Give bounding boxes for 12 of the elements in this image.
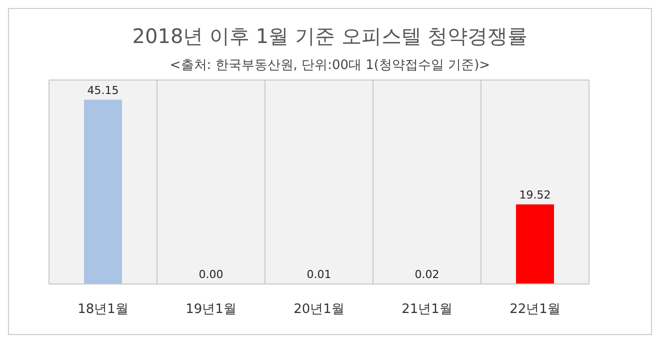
data-label: 45.15	[87, 84, 119, 97]
data-label: 19.52	[519, 188, 551, 202]
chart-subtitle: <출처: 한국부동산원, 단위:00대 1(청약접수일 기준)>	[168, 57, 492, 74]
data-label: 0.02	[414, 268, 440, 281]
x-tick-label: 22년1월	[510, 302, 560, 318]
chart-title: 2018년 이후 1월 기준 오피스텔 청약경쟁률	[131, 23, 529, 50]
x-tick-label: 19년1월	[186, 302, 236, 318]
x-tick-label: 18년1월	[78, 302, 128, 318]
data-label: 0.01	[306, 268, 332, 281]
x-tick-label: 20년1월	[294, 302, 344, 318]
data-label: 0.00	[198, 268, 224, 281]
x-tick-label: 21년1월	[402, 302, 452, 318]
